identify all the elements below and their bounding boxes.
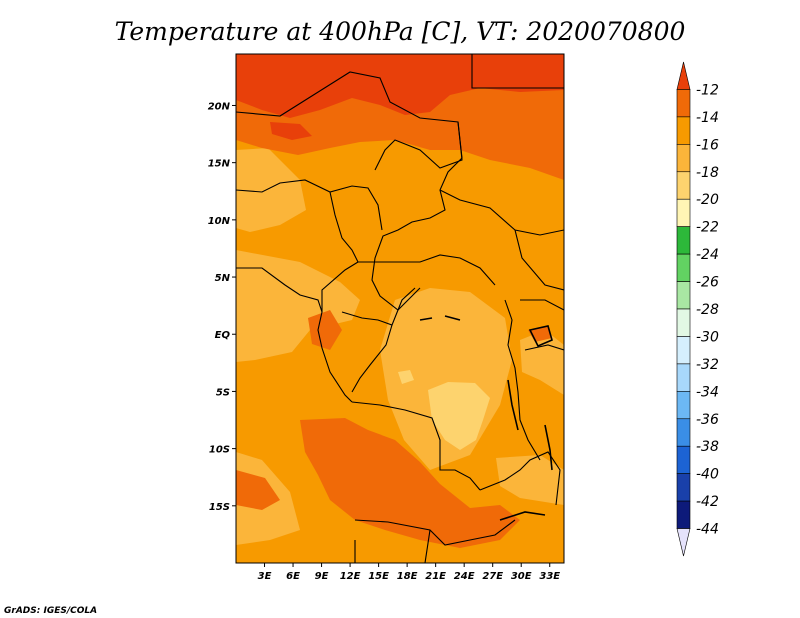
x-tick-label: 30E [511, 571, 532, 582]
temperature-field [236, 54, 564, 563]
border-congo [341, 287, 416, 326]
colorbar-label: -30 [696, 329, 719, 345]
border-libya-egypt [471, 54, 564, 89]
colorbar-segment [676, 528, 691, 557]
x-tick-label: 21E [425, 571, 446, 582]
field-level-17-north [236, 148, 306, 232]
colorbar-label: -40 [696, 467, 719, 483]
border-congo-drc [351, 324, 393, 393]
colorbar-label: -22 [696, 220, 719, 236]
y-axis-ticks: 20N 15N 10N 5N EQ 5S 10S 15S [208, 101, 236, 513]
colorbar-label: -26 [696, 275, 719, 291]
colorbar-label: -28 [696, 302, 719, 318]
colorbar-segment [676, 418, 691, 447]
y-tick-label: 10S [209, 445, 230, 456]
colorbar-label: -42 [696, 494, 719, 510]
chart-title: Temperature at 400hPa [C], VT: 202007080… [115, 17, 686, 46]
colorbar: -12 -14 -16 -18 -20 -22 -24 -26 -28 -30 -32 -34 -36 -… [676, 61, 719, 557]
colorbar-label: -18 [696, 165, 719, 181]
coastline-mozambique [499, 511, 546, 521]
colorbar-segment [676, 89, 691, 118]
border-nigeria-cameroon [321, 191, 359, 312]
field-level-18-small [398, 370, 414, 384]
border-ethiopia [514, 229, 564, 291]
colorbar-segment [676, 445, 691, 474]
y-tick-label: 5S [216, 387, 230, 398]
y-tick-label: 20N [208, 101, 231, 112]
field-level-13-south-west [236, 470, 280, 510]
field-level-13-south-wide [300, 418, 520, 548]
border-angola-namibia [354, 519, 516, 546]
x-tick-label: 6E [286, 571, 300, 582]
colorbar-segment [676, 308, 691, 337]
x-tick-label: 24E [454, 571, 475, 582]
border-angola [351, 401, 481, 491]
colorbar-label: -34 [696, 384, 719, 400]
x-tick-label: 15E [368, 571, 389, 582]
field-level-17-west [236, 250, 360, 362]
border-car [358, 254, 496, 286]
y-tick-label: 5N [215, 273, 231, 284]
colorbar-label: -14 [696, 110, 719, 126]
field-level-13-gabon [308, 310, 342, 350]
colorbar-label: -24 [696, 247, 719, 263]
border-south-mid [424, 529, 431, 563]
y-tick-label: EQ [215, 330, 231, 341]
colorbar-label: -20 [696, 192, 719, 208]
colorbar-segment [676, 500, 691, 529]
colorbar-label: -44 [696, 522, 719, 538]
field-level-18-core [428, 382, 490, 450]
border-zambia [479, 451, 561, 506]
colorbar-segment [676, 281, 691, 310]
x-tick-label: 3E [258, 571, 272, 582]
colorbar-segment [676, 171, 691, 200]
y-tick-label: 15S [209, 502, 230, 513]
colorbar-label: -12 [696, 82, 719, 98]
lake-victoria [528, 325, 553, 348]
lakes [419, 315, 553, 521]
lake-tanganyika [507, 379, 519, 431]
x-tick-label: 33E [539, 571, 560, 582]
colorbar-label: -32 [696, 357, 719, 373]
field-level-17-east-lower [496, 455, 564, 505]
y-tick-label: 15N [208, 159, 231, 170]
colorbar-segment [676, 226, 691, 255]
colorbar-segment [676, 391, 691, 420]
credit-text: GrADS: IGES/COLA [4, 606, 97, 616]
field-level-12-spot [270, 122, 312, 140]
x-tick-label: 9E [315, 571, 329, 582]
x-tick-label: 18E [397, 571, 418, 582]
border-tanzania [524, 344, 564, 351]
colorbar-label: -16 [696, 137, 719, 153]
border-east-lakes [504, 299, 541, 461]
colorbar-label: -36 [696, 412, 719, 428]
border-kenya [520, 299, 564, 311]
x-axis-ticks: 3E 6E 9E 12E 15E 18E 21E 24E 27E 30E 33E [258, 563, 560, 582]
field-level-12-north [236, 54, 564, 118]
y-tick-label: 10N [208, 216, 231, 227]
congo-river-dash-2 [444, 315, 461, 321]
colorbar-segment [676, 116, 691, 145]
country-borders [236, 54, 564, 563]
colorbar-segment [676, 336, 691, 365]
border-west-coast [236, 267, 353, 403]
x-tick-label: 27E [482, 571, 503, 582]
x-tick-label: 12E [340, 571, 361, 582]
colorbar-segment [676, 61, 691, 90]
colorbar-segment [676, 198, 691, 227]
colorbar-segment [676, 473, 691, 502]
colorbar-label: -38 [696, 439, 719, 455]
border-sudan-south [439, 189, 564, 236]
border-chad-sudan [371, 121, 463, 311]
colorbar-segment [676, 363, 691, 392]
map-frame [235, 53, 565, 564]
colorbar-segment [676, 144, 691, 173]
congo-river-dash-1 [419, 317, 433, 321]
colorbar-segment [676, 253, 691, 282]
lake-malawi [544, 424, 553, 471]
